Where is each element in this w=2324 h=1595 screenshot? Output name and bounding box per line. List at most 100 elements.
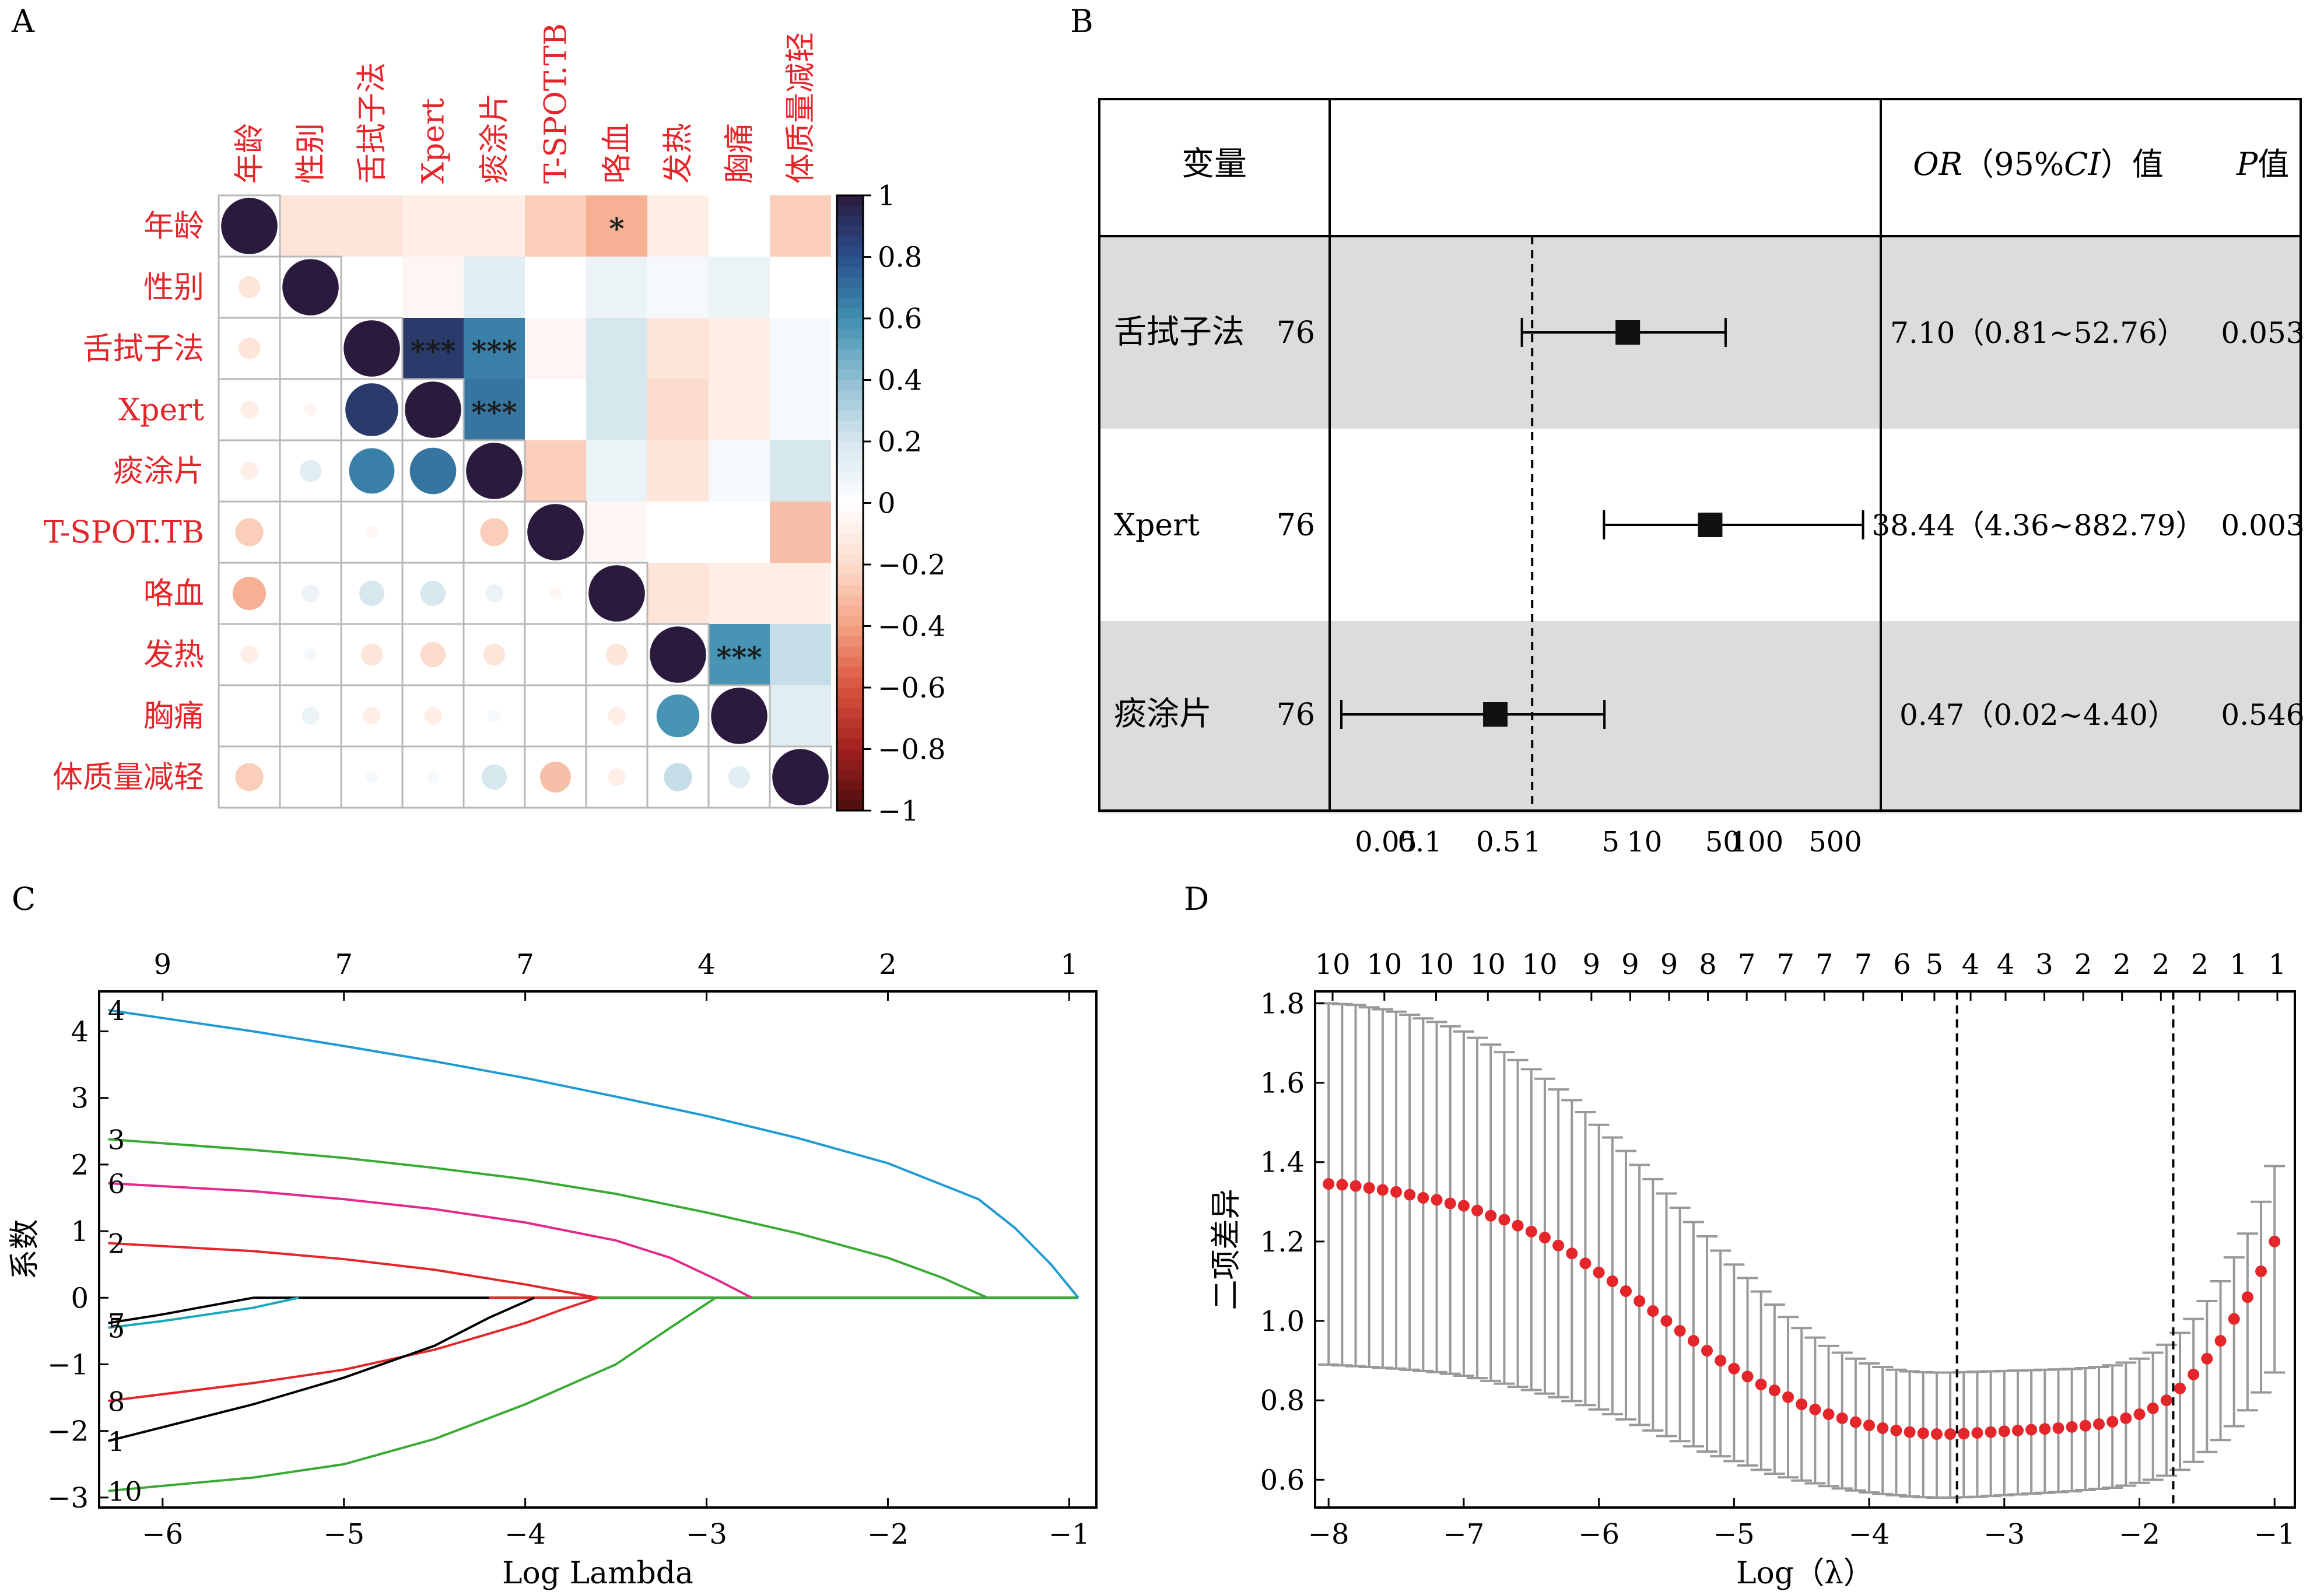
heatmap-tile: [525, 195, 586, 257]
x-axis-label-prefix: Log（: [1736, 1556, 1824, 1591]
x-tick-label: −2: [867, 1518, 909, 1551]
colorbar-segment: [837, 349, 863, 360]
correlation-circle: [240, 646, 258, 664]
axes: −8 −7 −6 −5 −4 −3 −2 −1 0.6 0.8 1.0 1.2 1.4 1.6 1.8 10 1…: [1260, 948, 2295, 1551]
correlation-circle: [664, 763, 692, 791]
mean-point: [1944, 1428, 1957, 1440]
grid-cell: [279, 745, 342, 809]
top-tick-label: 7: [516, 948, 534, 981]
correlation-circle: [608, 768, 626, 786]
row-variable: 痰涂片: [1114, 695, 1212, 733]
x-tick-label: 0.05: [1355, 826, 1417, 858]
x-axis-label: Log（λ）: [1736, 1556, 1874, 1591]
heatmap-tile: [647, 318, 709, 379]
mean-point: [1660, 1315, 1673, 1327]
heatmap-tile: [402, 257, 464, 318]
top-tick-label: 2: [2074, 948, 2092, 981]
panel-label-b: B: [1070, 3, 1093, 40]
mean-point: [1417, 1192, 1429, 1204]
heatmap-tile: [647, 502, 709, 563]
top-tick-label: 10: [1315, 948, 1350, 981]
mean-point: [1728, 1362, 1740, 1375]
colorbar-segment: [837, 636, 863, 647]
heatmap-tile: [525, 440, 586, 502]
header-ci-italic: CI: [2064, 146, 2101, 183]
colorbar-segment: [837, 759, 863, 770]
y-axis-label: 二项差异: [1209, 1189, 1244, 1310]
mean-point: [1985, 1426, 1997, 1438]
lower-grid: [218, 194, 832, 809]
x-axis-label: Log Lambda: [502, 1556, 693, 1591]
y-tick-label: 1.8: [1260, 987, 1305, 1020]
colorbar-segment: [837, 688, 863, 699]
colorbar-segment: [837, 728, 863, 739]
heatmap-tiles: [280, 195, 831, 746]
colorbar-segment: [837, 328, 863, 340]
mean-point: [1782, 1391, 1794, 1403]
correlation-circles: [221, 198, 829, 805]
coef-path-4: [108, 1008, 1079, 1299]
correlation-circle: [426, 770, 440, 784]
colorbar-segment: [837, 800, 863, 811]
colorbar-segment: [837, 236, 863, 247]
column-label: T-SPOT.TB: [539, 23, 574, 184]
correlation-circle: [365, 525, 378, 539]
column-label: 痰涂片: [478, 93, 513, 184]
mean-point: [1809, 1403, 1821, 1415]
x-tick-label: −5: [323, 1518, 364, 1551]
row-label: 发热: [143, 638, 204, 673]
heatmap-tile: [525, 318, 586, 379]
colorbar-segment: [837, 565, 863, 576]
column-labels: 年龄 性别 舌拭子法 Xpert 痰涂片 T-SPOT.TB 咯血 发热 胸痛 体质量减轻: [233, 23, 819, 184]
colorbar-segment: [837, 657, 863, 668]
column-label: 发热: [661, 123, 696, 184]
mean-point: [1471, 1204, 1484, 1217]
correlation-circle: [605, 643, 628, 666]
series-label: 4: [108, 995, 125, 1026]
heatmap-tile: [525, 257, 586, 318]
row-shade: [1099, 621, 2301, 814]
mean-point: [1796, 1398, 1808, 1410]
heatmap-tile: [586, 195, 647, 257]
heatmap-tile: [280, 195, 341, 257]
row-or-ci: 0.47（0.02~4.40）: [1899, 698, 2177, 732]
panel-label-c: C: [12, 881, 36, 917]
colorbar-segment: [837, 605, 863, 616]
mean-points: [1323, 1178, 2281, 1440]
top-tick-label: 4: [1962, 948, 1980, 981]
mean-point: [1457, 1200, 1470, 1212]
correlation-circle: [238, 337, 261, 360]
colorbar-segment: [837, 369, 863, 381]
x-tick-label: 50: [1705, 826, 1741, 858]
heatmap-tile: [464, 318, 525, 379]
mean-point: [1336, 1179, 1348, 1191]
mean-point: [1620, 1285, 1632, 1297]
correlation-circle: [420, 580, 446, 607]
colorbar-segment: [837, 277, 863, 289]
colorbar-segment: [837, 769, 863, 781]
colorbar-segment: [837, 431, 863, 442]
colorbar-segment: [837, 544, 863, 555]
correlation-circle: [483, 643, 506, 666]
significance-mark: ***: [716, 640, 762, 675]
mean-point: [1836, 1412, 1848, 1424]
coef-path-2: [108, 1242, 598, 1299]
x-tick-label: −3: [1983, 1518, 2025, 1551]
mean-point: [1917, 1427, 1929, 1439]
column-label: 舌拭子法: [355, 62, 390, 184]
top-tick-label: 10: [1522, 948, 1558, 981]
heatmap-tile: [464, 257, 525, 318]
row-p: 0.053: [2221, 316, 2304, 350]
colorbar-segment: [837, 216, 863, 227]
colorbar-segment: [837, 359, 863, 370]
y-tick-label: −3: [47, 1482, 89, 1515]
header-p-suffix: 值: [2258, 146, 2289, 183]
colorbar-segment: [837, 492, 863, 504]
correlation-heatmap: 年龄 性别 舌拭子法 Xpert 痰涂片 T-SPOT.TB 咯血 发热 胸痛 体质量减轻 年龄性…: [44, 23, 946, 828]
mean-point: [1930, 1428, 1943, 1440]
colorbar-segment: [837, 288, 863, 299]
top-tick-label: 10: [1366, 948, 1402, 981]
heatmap-tile: [647, 195, 709, 257]
error-bars: [1318, 1002, 2286, 1499]
correlation-circle: [235, 518, 264, 546]
